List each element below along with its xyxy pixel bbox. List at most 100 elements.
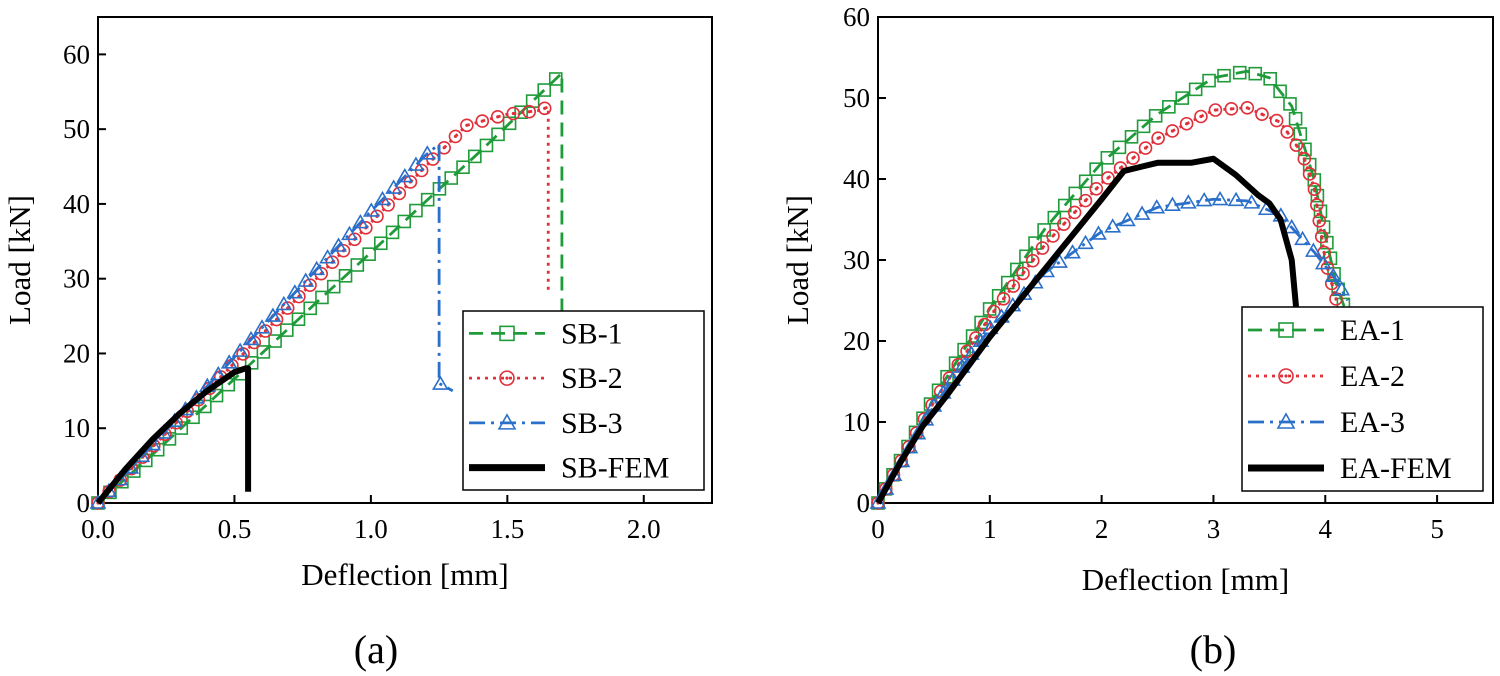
data-point-triangle [275, 295, 293, 311]
data-point-triangle [374, 190, 391, 206]
legend-item-ea-3: EA-3 [1248, 406, 1405, 439]
series-line [97, 71, 564, 505]
y-tick-label: 40 [63, 189, 90, 219]
x-tick-label: 1 [983, 514, 997, 544]
data-point-triangle [242, 330, 260, 346]
legend-item-sb-fem: SB-FEM [469, 452, 669, 485]
data-point-square [1288, 111, 1303, 126]
data-point-square [374, 236, 388, 251]
data-point-triangle [1179, 194, 1197, 209]
data-point-circle [1208, 103, 1223, 117]
data-point-circle [490, 110, 505, 124]
legend-label: EA-2 [1340, 360, 1405, 393]
data-point-triangle [418, 145, 436, 160]
y-tick-label: 50 [843, 83, 870, 113]
legend-label: SB-1 [561, 317, 623, 350]
data-point-square [1136, 119, 1151, 134]
data-point-square [1298, 142, 1312, 157]
data-point-circle [1016, 266, 1030, 281]
data-point-triangle [407, 156, 425, 171]
data-point-square [385, 225, 400, 240]
caption-a: (a) [354, 627, 398, 672]
data-point-triangle [1276, 412, 1296, 429]
data-point-square [209, 388, 224, 403]
y-tick-label: 10 [843, 407, 870, 437]
data-point-square [1148, 109, 1163, 123]
legend-item-sb-2: SB-2 [469, 362, 623, 395]
chart-panel-b: 0 10 20 30 40 50 60 0 1 2 3 4 5 Deflection [mm] Load [… [780, 2, 1494, 597]
x-tick-label: 2 [1095, 514, 1109, 544]
y-tick-label: 60 [843, 2, 870, 32]
data-point-circle [1302, 167, 1317, 181]
y-tick-label: 30 [63, 264, 90, 294]
data-point-square [1047, 210, 1062, 225]
data-point-triangle [1314, 255, 1332, 270]
x-tick-label: 0.0 [81, 514, 115, 544]
data-point-triangle [1051, 253, 1068, 268]
data-point-square [468, 149, 482, 164]
data-point-circle [1151, 131, 1165, 146]
y-tick-label: 20 [843, 326, 870, 356]
data-point-square [1278, 322, 1294, 338]
data-point-triangle [1283, 218, 1301, 234]
data-point-square [326, 279, 341, 294]
data-point-square [1310, 188, 1325, 203]
data-point-triangle [1090, 225, 1107, 240]
data-point-square [362, 247, 376, 261]
data-point-square [1100, 151, 1115, 165]
data-point-circle [460, 118, 474, 133]
data-point-square [1124, 130, 1139, 144]
legend-item-ea-2: EA-2 [1248, 360, 1405, 393]
series-ea-fem [875, 155, 1300, 505]
data-point-square [279, 323, 294, 337]
data-point-circle [1194, 109, 1208, 124]
y-tick-label: 40 [843, 164, 870, 194]
legend-item-sb-3: SB-3 [469, 407, 623, 440]
data-point-square [1019, 249, 1033, 264]
data-point-triangle [1164, 196, 1181, 211]
data-point-triangle [1243, 194, 1261, 209]
data-point-circle [1101, 171, 1115, 185]
y-tick-label: 0 [77, 488, 91, 518]
data-point-square [548, 72, 563, 86]
data-point-square [303, 301, 318, 316]
data-point-square [1089, 162, 1103, 176]
y-tick-label: 0 [857, 488, 871, 518]
data-point-triangle [220, 354, 238, 369]
data-point-square [491, 127, 505, 142]
data-point-circle [1067, 205, 1082, 220]
data-point-square [268, 334, 282, 348]
data-point-circle [1289, 138, 1304, 152]
data-point-circle [1310, 198, 1324, 212]
data-point-square [444, 171, 459, 185]
legend-label: SB-FEM [561, 452, 669, 485]
legend-item-ea-1: EA-1 [1248, 314, 1405, 347]
series-line [95, 365, 252, 505]
legend-label: SB-2 [561, 362, 623, 395]
data-point-square [1028, 236, 1042, 250]
data-point-circle [499, 370, 515, 386]
x-tick-label: 0.5 [218, 514, 252, 544]
y-axis-title: Load [kN] [2, 195, 37, 325]
data-point-triangle [1324, 267, 1342, 282]
data-point-circle [1046, 229, 1060, 243]
data-point-triangle [231, 342, 249, 357]
data-point-square [1217, 68, 1231, 83]
data-point-circle [1269, 113, 1284, 128]
data-point-square [1202, 73, 1216, 88]
data-point-circle [1307, 182, 1322, 196]
data-point-circle [1255, 107, 1269, 122]
data-point-triangle [497, 413, 517, 430]
data-point-circle [1078, 193, 1093, 208]
data-point-circle [1006, 279, 1021, 293]
data-point-triangle [330, 237, 347, 252]
data-point-square [499, 325, 515, 342]
data-point-triangle [1064, 244, 1081, 259]
series-sb-fem [95, 365, 252, 505]
chart-panel-a: 0 10 20 30 40 50 60 0.0 0.5 1.0 1.5 2.0 Deflection [… [2, 16, 713, 592]
data-point-triangle [1133, 205, 1151, 220]
data-point-circle [1278, 368, 1294, 384]
data-point-square [409, 203, 423, 218]
data-point-square [479, 138, 494, 153]
x-tick-label: 1.0 [354, 514, 388, 544]
